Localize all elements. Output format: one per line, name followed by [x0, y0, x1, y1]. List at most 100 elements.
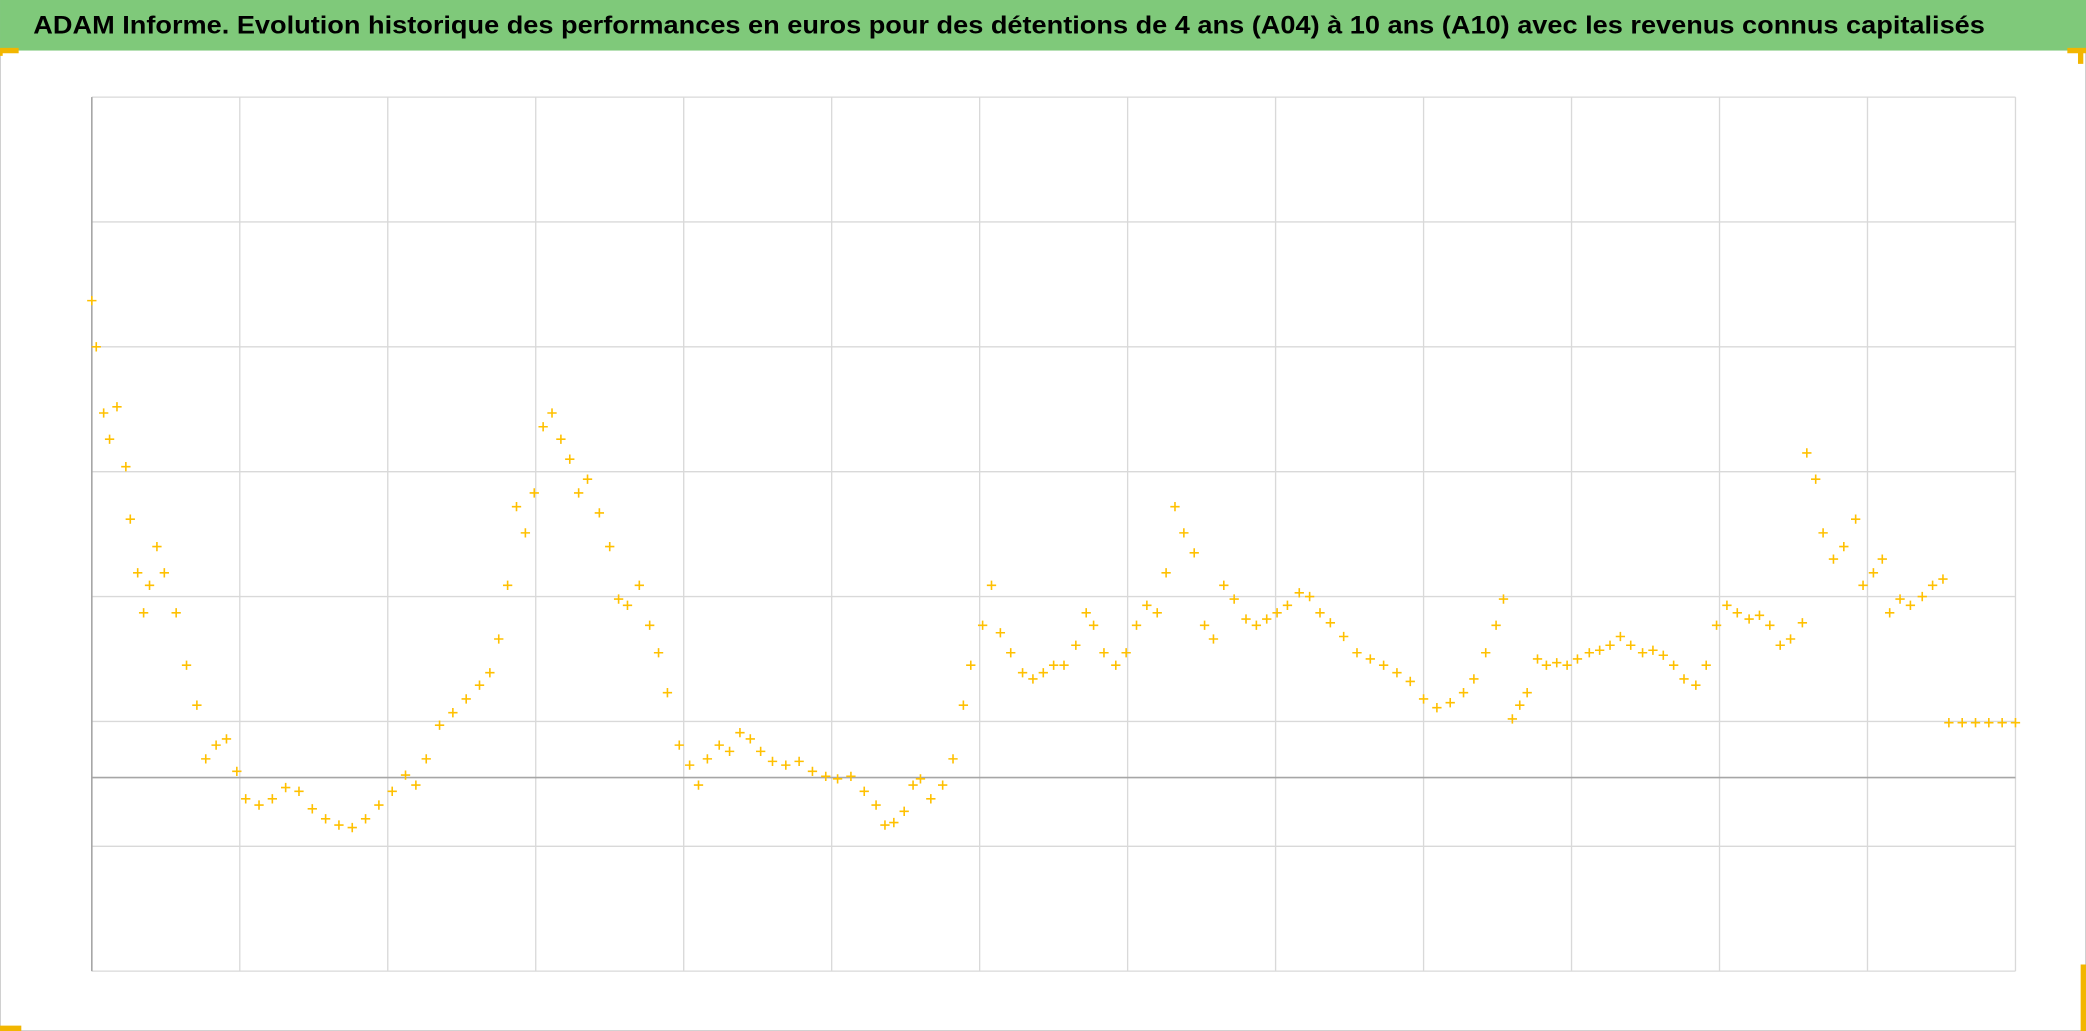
data-point: [511, 501, 522, 512]
data-point: [807, 766, 818, 777]
plot-area: [87, 96, 2021, 972]
data-point: [1515, 700, 1525, 710]
data-point: [1229, 594, 1239, 604]
data-point: [1498, 594, 1509, 604]
data-point: [1219, 580, 1229, 590]
data-point: [1797, 618, 1808, 628]
data-point: [714, 740, 724, 750]
data-point: [448, 708, 458, 718]
data-point: [889, 817, 899, 828]
data-point: [294, 786, 304, 796]
data-point: [1541, 660, 1552, 670]
data-point: [1294, 588, 1304, 598]
data-point: [1199, 620, 1210, 630]
data-point: [1605, 640, 1615, 650]
data-point: [966, 660, 976, 670]
data-point: [1701, 660, 1711, 670]
data-point: [1957, 718, 1967, 728]
data-point: [1179, 528, 1189, 538]
data-point: [1691, 680, 1701, 690]
data-point: [1754, 610, 1765, 620]
data-point: [1584, 648, 1594, 658]
data-point: [880, 820, 890, 830]
data-point: [899, 806, 909, 816]
data-point: [846, 771, 856, 782]
data-point: [1984, 718, 1994, 728]
data-point: [735, 727, 745, 738]
data-point: [529, 488, 539, 498]
data-point: [693, 780, 704, 790]
data-point: [871, 800, 881, 810]
data-point: [958, 700, 969, 710]
data-point: [1858, 580, 1868, 590]
data-point: [1818, 528, 1828, 538]
data-point: [1262, 614, 1272, 624]
title-banner: [0, 0, 2086, 51]
data-point: [938, 780, 948, 790]
data-point: [1304, 591, 1315, 602]
data-point: [724, 746, 735, 757]
data-point: [1491, 620, 1501, 630]
data-point: [360, 814, 371, 824]
data-point: [1208, 634, 1219, 644]
data-point: [1251, 620, 1262, 630]
data-point: [1744, 614, 1754, 624]
data-point: [634, 580, 644, 590]
data-point: [1282, 600, 1293, 610]
data-point: [1111, 660, 1121, 670]
data-point: [181, 660, 192, 670]
data-point: [267, 794, 278, 804]
data-point: [1895, 594, 1905, 604]
data-point: [1658, 650, 1668, 660]
data-point: [1850, 514, 1861, 524]
data-point: [1405, 676, 1415, 687]
data-point: [745, 734, 755, 744]
data-point: [1626, 640, 1636, 650]
data-point: [547, 408, 557, 418]
data-point: [1142, 600, 1152, 610]
data-point: [1378, 660, 1389, 670]
data-point: [1121, 648, 1131, 658]
data-point: [556, 434, 566, 444]
data-point: [171, 608, 181, 618]
data-point: [1802, 448, 1812, 458]
data-point: [1711, 620, 1722, 630]
data-point: [411, 780, 421, 790]
data-point: [1418, 694, 1429, 704]
data-point: [986, 580, 997, 590]
data-point: [2010, 718, 2021, 728]
data-point: [1131, 620, 1142, 630]
data-point: [192, 700, 202, 710]
data-point: [232, 766, 242, 777]
data-point: [152, 541, 162, 552]
data-point: [1315, 608, 1325, 618]
data-point: [307, 804, 317, 814]
data-point: [485, 668, 495, 678]
data-point: [400, 770, 411, 780]
data-point: [159, 568, 169, 578]
data-point: [1877, 554, 1887, 564]
data-point: [1522, 688, 1532, 698]
data-point: [1970, 718, 1981, 728]
data-point: [1785, 634, 1796, 644]
data-point: [133, 568, 143, 578]
data-point: [474, 680, 485, 690]
data-point: [221, 734, 232, 744]
data-point: [387, 786, 397, 796]
data-point: [594, 508, 605, 518]
data-point: [461, 694, 471, 704]
data-point: [1161, 568, 1171, 578]
data-point: [1507, 714, 1518, 724]
data-point: [1006, 648, 1016, 658]
data-point: [1445, 698, 1455, 708]
data-point: [1532, 654, 1543, 664]
data-point: [1722, 600, 1732, 610]
data-point: [622, 600, 633, 610]
data-point: [573, 488, 584, 498]
data-point: [1469, 674, 1479, 684]
data-point: [908, 780, 918, 790]
data-point: [138, 608, 149, 618]
data-point: [995, 628, 1006, 638]
data-point: [1189, 548, 1199, 558]
